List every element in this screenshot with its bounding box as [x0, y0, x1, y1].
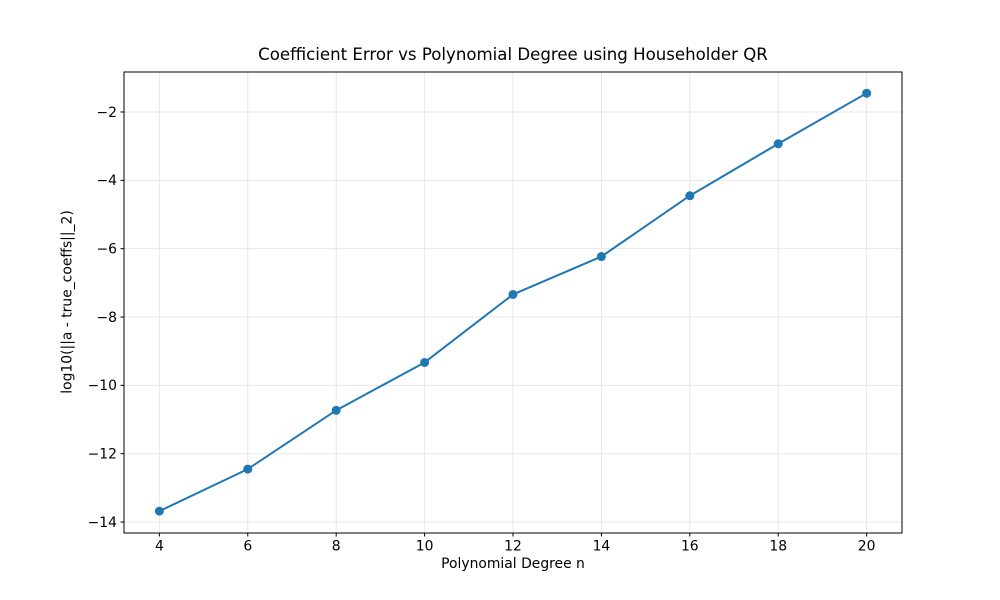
y-tick-label: −8 — [97, 310, 117, 326]
x-tick-label: 14 — [593, 539, 611, 555]
data-point — [331, 405, 341, 415]
data-point — [154, 506, 164, 516]
data-point — [243, 464, 253, 474]
x-tick-label: 8 — [332, 539, 341, 555]
y-tick-label: −12 — [88, 447, 117, 463]
y-tick-label: −14 — [88, 515, 117, 531]
y-tick-label: −10 — [88, 378, 117, 394]
x-tick-label: 6 — [243, 539, 252, 555]
x-tick-label: 18 — [769, 539, 787, 555]
chart-title: Coefficient Error vs Polynomial Degree u… — [258, 45, 768, 64]
data-point — [773, 139, 783, 149]
x-tick-label: 12 — [504, 539, 522, 555]
data-point — [508, 289, 518, 299]
x-tick-label: 4 — [155, 539, 164, 555]
x-tick-label: 16 — [681, 539, 699, 555]
x-axis-label: Polynomial Degree n — [441, 556, 585, 572]
y-tick-label: −6 — [97, 241, 117, 257]
y-axis-label: log10(||a - true_coeffs||_2) — [59, 210, 76, 394]
x-tick-label: 10 — [416, 539, 434, 555]
data-point — [862, 88, 872, 98]
y-tick-label: −4 — [97, 173, 118, 189]
data-point — [596, 252, 606, 262]
y-tick-label: −2 — [97, 105, 117, 121]
data-point — [420, 357, 430, 367]
x-tick-label: 20 — [858, 539, 876, 555]
data-point — [685, 191, 695, 201]
